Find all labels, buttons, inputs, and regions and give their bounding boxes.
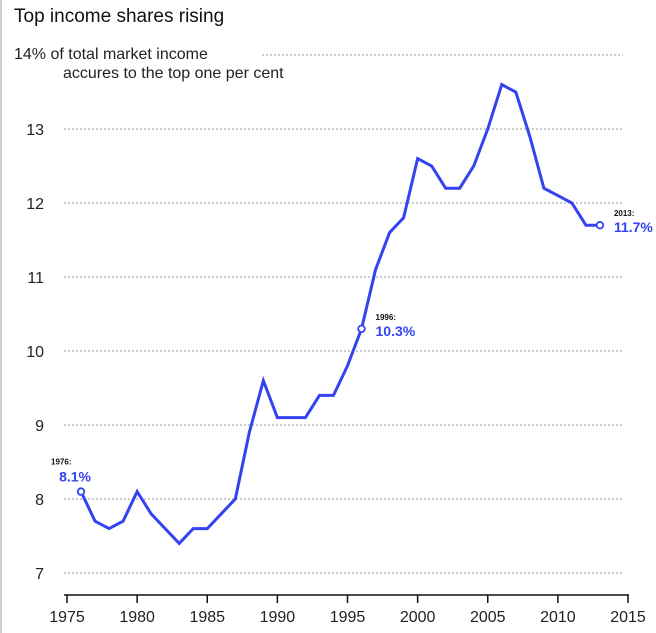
x-tick-label: 1975 — [49, 609, 85, 626]
chart-title: Top income shares rising — [14, 6, 225, 27]
x-tick-label: 2010 — [540, 609, 576, 626]
y-tick-label: 10 — [26, 344, 44, 361]
y-tick-label: 8 — [35, 492, 44, 509]
annotation-marker — [76, 487, 86, 496]
y-tick-label: 9 — [35, 418, 44, 435]
y-axis-label: 14% of total market income — [14, 46, 208, 64]
y-tick-label: 7 — [35, 566, 44, 583]
left-border — [0, 0, 2, 633]
annotation-marker — [595, 220, 605, 230]
annotation-value: 8.1% — [59, 469, 91, 485]
y-tick-label: 12 — [26, 196, 44, 213]
y-tick-label: 11 — [27, 270, 44, 287]
annotation-value: 11.7% — [614, 219, 653, 235]
annotation-marker — [357, 324, 366, 333]
annotation-value: 10.3% — [376, 323, 416, 339]
x-tick-label: 2000 — [400, 609, 436, 626]
series-line — [79, 82, 600, 546]
y-axis-label-line2: accures to the top one per cent — [63, 65, 284, 82]
y-top-tick: 14 — [14, 46, 32, 63]
x-tick-label: 1995 — [330, 609, 366, 626]
annotation-year: 1996: — [376, 313, 396, 322]
x-tick-label: 1990 — [260, 609, 296, 626]
x-tick-label: 2015 — [610, 609, 646, 626]
annotation-year: 1976: — [51, 458, 71, 467]
y-axis-label-line1: % of total market income — [31, 46, 208, 63]
y-tick-label: 13 — [26, 122, 44, 139]
x-tick-label: 1980 — [119, 609, 155, 626]
x-tick-label: 2005 — [470, 609, 506, 626]
x-tick-label: 1985 — [189, 609, 225, 626]
annotation-year: 2013: — [614, 209, 634, 218]
